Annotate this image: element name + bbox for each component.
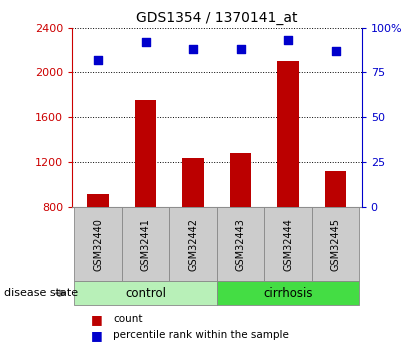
Point bbox=[285, 37, 291, 43]
Bar bbox=[169, 207, 217, 281]
Text: GSM32445: GSM32445 bbox=[330, 218, 341, 270]
Point bbox=[95, 57, 102, 63]
Bar bbox=[74, 281, 217, 305]
Bar bbox=[230, 153, 251, 207]
Text: count: count bbox=[113, 314, 143, 324]
Text: GSM32441: GSM32441 bbox=[141, 218, 150, 270]
Text: cirrhosis: cirrhosis bbox=[263, 287, 313, 300]
Text: percentile rank within the sample: percentile rank within the sample bbox=[113, 331, 289, 340]
Bar bbox=[264, 207, 312, 281]
Point bbox=[142, 39, 149, 45]
Bar bbox=[182, 158, 204, 207]
Text: GSM32440: GSM32440 bbox=[93, 218, 103, 270]
Text: GSM32443: GSM32443 bbox=[236, 218, 245, 270]
Bar bbox=[122, 207, 169, 281]
Point bbox=[332, 48, 339, 54]
Bar bbox=[135, 100, 156, 207]
Bar bbox=[312, 207, 359, 281]
Text: ■: ■ bbox=[90, 313, 102, 326]
Bar bbox=[325, 171, 346, 207]
Title: GDS1354 / 1370141_at: GDS1354 / 1370141_at bbox=[136, 11, 298, 25]
Text: ■: ■ bbox=[90, 329, 102, 342]
Text: GSM32442: GSM32442 bbox=[188, 218, 198, 270]
Bar bbox=[88, 194, 109, 207]
Text: control: control bbox=[125, 287, 166, 300]
Bar bbox=[277, 61, 299, 207]
Text: GSM32444: GSM32444 bbox=[283, 218, 293, 270]
Bar bbox=[217, 207, 264, 281]
Bar bbox=[74, 207, 122, 281]
Point bbox=[190, 46, 196, 52]
Point bbox=[237, 46, 244, 52]
Bar bbox=[217, 281, 359, 305]
Text: disease state: disease state bbox=[4, 288, 78, 298]
